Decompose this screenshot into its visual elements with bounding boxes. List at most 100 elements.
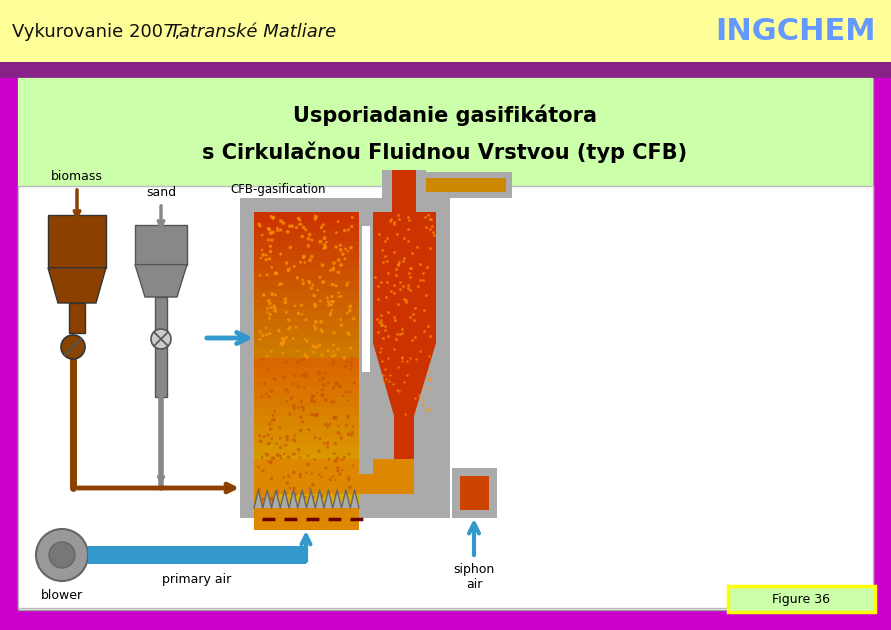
Point bbox=[398, 295, 413, 306]
Point bbox=[331, 466, 345, 476]
Point bbox=[287, 483, 301, 493]
Point bbox=[426, 227, 440, 237]
Text: s Cirkulačnou Fluidnou Vrstvou (typ CFB): s Cirkulačnou Fluidnou Vrstvou (typ CFB) bbox=[202, 141, 688, 163]
Point bbox=[297, 252, 311, 262]
Point bbox=[297, 354, 311, 364]
Point bbox=[259, 449, 274, 459]
Point bbox=[329, 491, 343, 501]
Point bbox=[391, 362, 405, 372]
Point bbox=[413, 346, 428, 357]
Point bbox=[331, 288, 346, 298]
Point bbox=[422, 331, 437, 341]
Point bbox=[279, 307, 293, 317]
Point bbox=[390, 329, 405, 340]
Polygon shape bbox=[254, 459, 414, 514]
Point bbox=[287, 449, 301, 459]
Point bbox=[274, 442, 288, 452]
Point bbox=[297, 251, 311, 261]
Point bbox=[268, 374, 282, 384]
Point bbox=[372, 229, 386, 239]
Bar bbox=[254, 280, 359, 291]
Point bbox=[375, 356, 389, 366]
Point bbox=[264, 246, 278, 256]
Point bbox=[383, 286, 397, 296]
Point bbox=[260, 304, 274, 314]
Bar bbox=[254, 241, 359, 252]
Point bbox=[293, 215, 307, 225]
Point bbox=[403, 263, 417, 273]
Circle shape bbox=[36, 529, 88, 581]
Point bbox=[413, 275, 427, 285]
Point bbox=[388, 315, 403, 325]
Point bbox=[334, 320, 348, 330]
Point bbox=[422, 382, 437, 392]
Point bbox=[295, 231, 309, 241]
Bar bbox=[254, 338, 359, 349]
Point bbox=[252, 484, 266, 495]
Point bbox=[281, 227, 295, 237]
Point bbox=[306, 479, 320, 490]
Point bbox=[275, 340, 290, 350]
Point bbox=[405, 248, 419, 258]
Point bbox=[305, 235, 319, 245]
Point bbox=[282, 324, 296, 335]
Text: Tatranské Matliare: Tatranské Matliare bbox=[164, 23, 336, 41]
Point bbox=[308, 324, 323, 334]
Point bbox=[331, 216, 345, 226]
Point bbox=[392, 214, 406, 224]
Point bbox=[382, 370, 396, 380]
Text: INGCHEM: INGCHEM bbox=[715, 18, 876, 47]
Point bbox=[422, 350, 437, 360]
Point bbox=[266, 212, 281, 222]
Point bbox=[312, 340, 326, 350]
Point bbox=[334, 292, 348, 302]
Point bbox=[330, 454, 344, 464]
Point bbox=[291, 214, 306, 224]
Point bbox=[264, 228, 278, 238]
Point bbox=[419, 405, 433, 415]
Point bbox=[298, 369, 313, 379]
Point bbox=[323, 300, 337, 310]
Point bbox=[376, 370, 390, 380]
Point bbox=[252, 219, 266, 229]
Point bbox=[397, 233, 412, 243]
Point bbox=[305, 396, 319, 406]
Point bbox=[343, 483, 357, 493]
Bar bbox=[254, 348, 359, 359]
Point bbox=[315, 374, 330, 384]
Point bbox=[339, 420, 353, 430]
Point bbox=[390, 210, 405, 220]
Point bbox=[265, 433, 279, 444]
Point bbox=[299, 372, 314, 382]
Point bbox=[315, 222, 329, 232]
Point bbox=[268, 268, 282, 278]
Point bbox=[331, 381, 346, 391]
Point bbox=[260, 352, 274, 362]
Point bbox=[274, 225, 288, 235]
Point bbox=[257, 432, 272, 442]
Point bbox=[279, 385, 293, 395]
Bar bbox=[254, 387, 359, 398]
Point bbox=[301, 276, 315, 286]
Point bbox=[278, 294, 292, 304]
Point bbox=[404, 353, 418, 363]
Point bbox=[308, 211, 323, 221]
Point bbox=[322, 297, 336, 307]
Point bbox=[373, 310, 388, 320]
Point bbox=[288, 436, 302, 446]
Point bbox=[256, 466, 270, 476]
Point bbox=[262, 392, 276, 402]
Point bbox=[309, 212, 323, 222]
Point bbox=[259, 250, 274, 260]
Point bbox=[323, 474, 338, 484]
Point bbox=[303, 229, 317, 239]
Bar bbox=[69, 303, 85, 333]
Point bbox=[308, 410, 323, 420]
Point bbox=[333, 382, 347, 392]
Point bbox=[274, 453, 288, 463]
Point bbox=[274, 216, 288, 226]
Point bbox=[424, 214, 438, 224]
Point bbox=[346, 421, 360, 432]
Point bbox=[320, 293, 334, 303]
Bar bbox=[359, 232, 373, 474]
